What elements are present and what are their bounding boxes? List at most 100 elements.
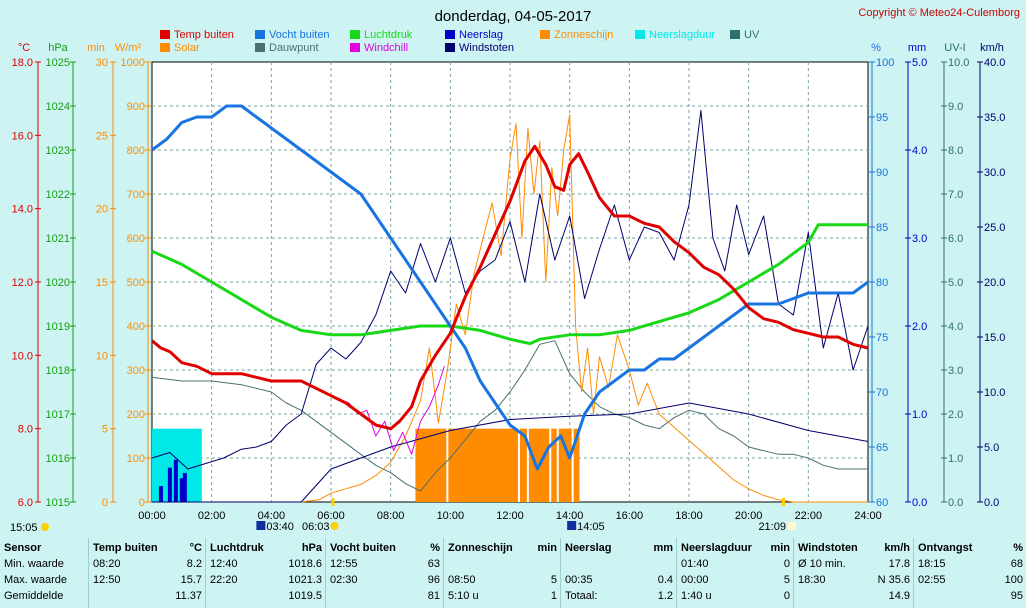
y-tick-label: 0.0 (984, 497, 999, 509)
stats-row: Min. waarde (4, 556, 84, 572)
moon-icon (256, 521, 266, 530)
y-tick-label: 8.0 (18, 424, 33, 436)
legend-label: Vocht buiten (269, 29, 330, 41)
y-tick-label: 6.0 (948, 233, 963, 245)
stats-label: 08:50 (448, 574, 476, 586)
x-tick-label: 18:00 (675, 510, 703, 522)
stats-column: Temp buiten °C 08:20 8.2 12:50 15.7 11.37 (88, 538, 206, 608)
stats-row: 00:00 5 (681, 572, 790, 588)
y-tick-label: 10.0 (948, 57, 969, 69)
stats-label: 00:00 (681, 574, 709, 586)
x-tick-label: 16:00 (616, 510, 644, 522)
legend-swatch (635, 30, 645, 39)
legend-swatch (350, 43, 360, 52)
stats-label: Totaal: (565, 590, 598, 602)
series-temp-buiten (151, 144, 869, 431)
stats-label: 18:15 (918, 558, 946, 570)
y-tick-label: 15.0 (984, 332, 1005, 344)
stats-value: 15.7 (180, 574, 202, 586)
y-tick-label: 10.0 (984, 387, 1005, 399)
y-tick-label: 1.0 (912, 409, 927, 421)
y-tick-label: 1020 (46, 277, 70, 289)
stats-value: min (537, 542, 557, 554)
stats-value: km/h (884, 542, 910, 554)
stats-label: Temp buiten (93, 542, 158, 554)
stats-row: 12:50 15.7 (93, 572, 202, 588)
stats-column: Ontvangst% 18:15 68 02:55 100 95 (913, 538, 1026, 608)
stats-header: Vocht buiten% (330, 540, 440, 556)
stats-header: Windstoten km/h (798, 540, 910, 556)
copyright: Copyright © Meteo24-Culemborg (858, 7, 1020, 19)
axis-unit: mm (908, 42, 926, 54)
stats-value: 5 (550, 574, 557, 586)
axis-unit: °C (18, 42, 30, 54)
y-tick-label: 200 (127, 409, 145, 421)
y-tick-label: 14.0 (12, 204, 33, 216)
sun-icon (330, 522, 339, 530)
y-tick-label: 2.0 (948, 409, 963, 421)
x-tick-label: 14:00 (556, 510, 584, 522)
x-tick-label: 00:00 (138, 510, 166, 522)
stats-label: Gemiddelde (4, 590, 64, 602)
stats-value: % (430, 542, 440, 554)
stats-value: hPa (301, 542, 322, 554)
series-vocht-buiten (151, 104, 869, 471)
stats-row: 02:30 96 (330, 572, 440, 588)
y-tick-label: 100 (127, 453, 145, 465)
stats-label: Vocht buiten (330, 542, 396, 554)
stats-label: 02:55 (918, 574, 946, 586)
y-tick-label: 5.0 (984, 442, 999, 454)
stats-column: Neerslagduur min 01:40 0 00:00 5 1:40 u 0 (676, 538, 794, 608)
stats-label: 08:20 (93, 558, 121, 570)
stats-header: Neerslagduur min (681, 540, 790, 556)
y-tick-label: 500 (127, 277, 145, 289)
y-tick-label: 35.0 (984, 112, 1005, 124)
y-tick-label: 65 (876, 442, 888, 454)
y-tick-label: 5 (102, 424, 108, 436)
y-tick-label: 0.0 (948, 497, 963, 509)
rain-bar (173, 459, 178, 502)
sun-icon (41, 523, 49, 531)
stats-label: 18:30 (798, 574, 826, 586)
stats-label: 02:30 (330, 574, 358, 586)
stats-value: 0 (783, 590, 790, 602)
y-tick-label: 30.0 (984, 167, 1005, 179)
y-tick-label: 25.0 (984, 222, 1005, 234)
stats-row (448, 556, 557, 572)
stats-value: °C (189, 542, 202, 554)
y-tick-label: 1023 (46, 145, 70, 157)
y-tick-label: 3.0 (912, 233, 927, 245)
y-tick-label: 1015 (46, 497, 70, 509)
y-tick-label: 20 (96, 204, 108, 216)
legend-swatch (160, 43, 170, 52)
y-tick-label: 25 (96, 130, 108, 142)
series-solar (152, 114, 868, 503)
y-tick-label: 300 (127, 365, 145, 377)
stats-row: 95 (918, 588, 1023, 604)
stats-row: 11.37 (93, 588, 202, 604)
x-tick-label: 12:00 (496, 510, 524, 522)
stats-row: Totaal: 1.2 (565, 588, 673, 604)
y-tick-label: 60 (876, 497, 888, 509)
x-tick-label: 24:00 (854, 510, 882, 522)
legend-swatch (350, 30, 360, 39)
axis-unit: UV-I (944, 42, 965, 54)
y-tick-label: 1025 (46, 57, 70, 69)
event-time: 14:05 (577, 521, 605, 533)
rain-bar (158, 486, 163, 502)
stats-label: 5:10 u (448, 590, 479, 602)
stats-row: 08:50 5 (448, 572, 557, 588)
stats-label: 1:40 u (681, 590, 712, 602)
y-tick-label: 10 (96, 350, 108, 362)
y-tick-label: 5.0 (948, 277, 963, 289)
stats-label: Zonneschijn (448, 542, 513, 554)
legend-swatch (255, 43, 265, 52)
legend-swatch (445, 30, 455, 39)
stats-column: Sensor Min. waarde Max. waarde Gemiddelde (0, 538, 88, 608)
y-tick-label: 0 (139, 497, 145, 509)
event-time: 03:40 (266, 521, 294, 533)
stats-row: Max. waarde (4, 572, 84, 588)
y-tick-label: 400 (127, 321, 145, 333)
y-tick-label: 95 (876, 112, 888, 124)
stats-label: Neerslagduur (681, 542, 752, 554)
